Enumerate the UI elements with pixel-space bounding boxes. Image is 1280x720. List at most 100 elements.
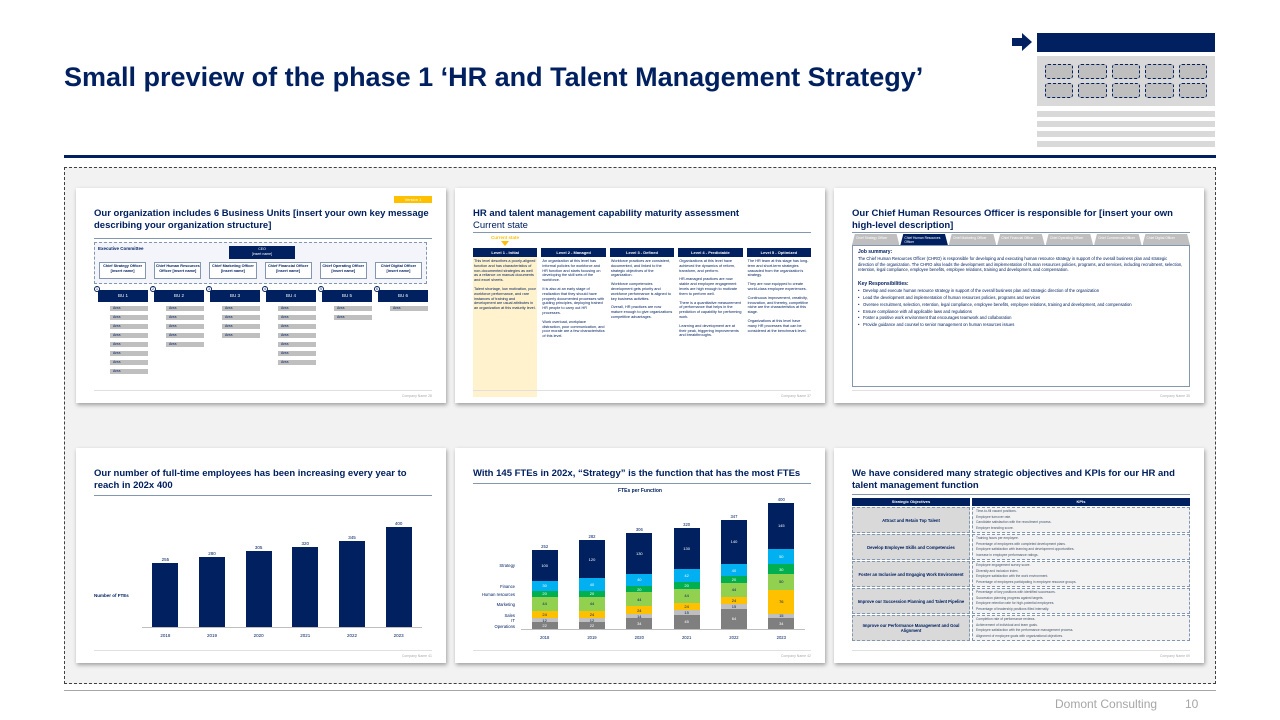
level-paragraph: It is also at an early stage of realizat… xyxy=(542,286,605,315)
officer-tab[interactable]: Chief Strategy Officer xyxy=(852,234,900,245)
bu-number-badge: 2 xyxy=(150,286,156,292)
kpi-item: Employee satisfaction with the work envi… xyxy=(976,574,1049,578)
bar xyxy=(198,557,225,627)
area-box: Area xyxy=(278,305,316,311)
slide-fte-growth[interactable]: Our number of full-time employees has be… xyxy=(76,448,446,663)
officer-tab[interactable]: Chief Human Resources Officer xyxy=(900,234,948,245)
slide-org-structure[interactable]: Version 1 Our organization includes 6 Bu… xyxy=(76,188,446,403)
segment-operations: 34 xyxy=(626,618,653,629)
bar-column: 400 xyxy=(385,521,412,627)
bar xyxy=(385,527,412,627)
level-description: This level describes a poorly-aligned fu… xyxy=(473,257,538,397)
x-tick: 2019 xyxy=(587,635,597,640)
ceo-box: CEO [insert name] xyxy=(229,246,295,259)
area-box: Area xyxy=(278,332,316,338)
segment-sales: 24 xyxy=(673,602,700,611)
area-box: Area xyxy=(390,305,428,311)
area-box: Area xyxy=(222,323,260,329)
bar-column: 255 xyxy=(152,557,179,627)
officer-tab[interactable]: Chief Commercial Officer xyxy=(1094,234,1142,245)
business-unit: BU 2 2 Area Area Area Area Area xyxy=(150,286,204,374)
bu-header: BU 2 xyxy=(154,290,204,302)
kpi-item: Completion rate of performance reviews. xyxy=(976,617,1036,621)
slide-fte-per-function[interactable]: With 145 FTEs in 202x, “Strategy” is the… xyxy=(455,448,825,663)
job-description-box: Job summary: The Chief Human Resources O… xyxy=(852,245,1190,387)
kpi-row: Foster an Inclusive and Engaging Work En… xyxy=(852,561,1190,587)
officer-box: Chief Marketing Officer [insert name] xyxy=(209,262,257,279)
slide-maturity-assessment[interactable]: HR and talent management capability matu… xyxy=(455,188,825,403)
area-box: Area xyxy=(222,305,260,311)
kpi-item: Training hours per employee. xyxy=(976,536,1019,540)
footer-divider xyxy=(64,690,1216,691)
area-box: Area xyxy=(166,305,204,311)
nav-line xyxy=(1037,111,1215,117)
segment-human-resources: 20 xyxy=(531,590,558,597)
level-paragraph: Overall, HR practices are now mature eno… xyxy=(610,305,673,319)
officer-tab[interactable]: Chief Digital Officer xyxy=(1142,234,1190,245)
officer-box: Chief Strategy Officer [insert name] xyxy=(99,262,147,279)
segment-sales: 24 xyxy=(626,606,653,614)
level-header: Level 2 - Managed xyxy=(541,248,606,257)
officer-tab[interactable]: Chief Operating Officer xyxy=(1045,234,1094,245)
slide-footer-rule xyxy=(852,390,1190,391)
officer-tab[interactable]: Chief Marketing Officer xyxy=(948,234,997,245)
area-box: Area xyxy=(166,314,204,320)
slide-title-text: HR and talent management capability matu… xyxy=(473,208,740,219)
responsibility-item: Ensure compliance with all applicable la… xyxy=(858,309,1184,315)
slide-objectives-kpis[interactable]: We have considered many strategic object… xyxy=(834,448,1204,663)
segment-operations: 22 xyxy=(578,622,605,629)
kpi-item: Employee satisfaction with the performan… xyxy=(976,628,1074,632)
bu-number-badge: 4 xyxy=(262,286,268,292)
maturity-level: Level 3 - Defined Workforce practices are… xyxy=(609,248,675,397)
area-box: Area xyxy=(222,332,260,338)
fte-bar-chart: Number of FTEs 255 280 305 320 345 400 2018 20… xyxy=(94,508,432,638)
kpi-item: Candidate satisfaction with the recruitm… xyxy=(976,520,1052,524)
segment-human-resources: 20 xyxy=(626,586,653,593)
stacked-column: 306 130 40 20 44 24 14 34 xyxy=(626,527,653,629)
officers-row: Chief Strategy Officer [insert name] Chie… xyxy=(99,262,423,279)
segment-marketing: 50 xyxy=(768,573,795,590)
maturity-levels: Level 1 - Initial This level describes a … xyxy=(473,248,812,397)
officer-tab[interactable]: Chief Financial Officer xyxy=(997,234,1045,245)
page-title: Small preview of the phase 1 ‘HR and Tal… xyxy=(64,62,924,92)
kpi-row: Develop Employee Skills and Competencies… xyxy=(852,534,1190,560)
level-paragraph: HR-managed practices are now stable and … xyxy=(679,277,738,296)
segment-strategy: 130 xyxy=(673,528,700,570)
area-box: Area xyxy=(334,305,372,311)
bu-header: BU 4 xyxy=(266,290,316,302)
bu-number-badge: 5 xyxy=(318,286,324,292)
officer-tabs: Chief Strategy Officer Chief Human Resour… xyxy=(852,234,1190,245)
area-box: Area xyxy=(334,314,372,320)
objective-cell: Improve our Performance Management and G… xyxy=(852,615,970,641)
level-paragraph: Work overload, workplace distraction, po… xyxy=(542,319,605,339)
arrow-right-icon xyxy=(1012,33,1032,51)
column-total: 347 xyxy=(730,513,738,519)
slide-rule xyxy=(473,483,811,484)
kpi-item: Achievement of individual and team goals… xyxy=(976,622,1038,627)
slide-title: With 145 FTEs in 202x, “Strategy” is the… xyxy=(473,468,801,479)
job-summary-text: The Chief Human Resources Officer (CHRO)… xyxy=(858,256,1183,273)
slide-footer: Company Name 35 xyxy=(1159,394,1190,398)
series-label: Finance xyxy=(500,583,515,589)
area-box: Area xyxy=(110,332,148,338)
segment-finance: 40 xyxy=(626,573,653,587)
segment-operations: 45 xyxy=(673,614,700,629)
nav-cell xyxy=(1145,64,1174,79)
area-box: Area xyxy=(110,368,148,374)
bars: 255 280 305 320 345 400 xyxy=(142,508,422,628)
slide-title: We have considered many strategic object… xyxy=(852,468,1175,491)
x-tick: 2023 xyxy=(776,635,786,640)
kpi-row: Improve our Succession Planning and Tale… xyxy=(852,588,1190,614)
segment-sales: 24 xyxy=(531,610,558,619)
responsibility-item: Develop and execute human resource strat… xyxy=(858,288,1184,294)
column-total: 320 xyxy=(683,522,691,528)
nav-line xyxy=(1037,121,1215,127)
slide-chro-role[interactable]: Our Chief Human Resources Officer is res… xyxy=(834,188,1204,403)
slide-rule xyxy=(94,495,432,496)
preview-area: Version 1 Our organization includes 6 Bu… xyxy=(64,167,1216,684)
page-number: 10 xyxy=(1185,697,1199,711)
level-paragraph: This level describes a poorly-aligned fu… xyxy=(474,259,536,283)
kpi-list: Time-to-fill vacant positions. Employee t… xyxy=(972,507,1190,533)
kpi-item: Time-to-fill vacant positions. xyxy=(976,509,1017,513)
nav-line xyxy=(1037,141,1215,147)
